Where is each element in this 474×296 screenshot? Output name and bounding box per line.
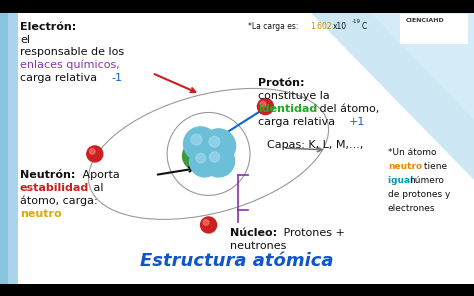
Circle shape — [209, 136, 220, 147]
Circle shape — [210, 152, 219, 162]
Text: carga relativa: carga relativa — [20, 73, 100, 83]
Circle shape — [201, 217, 217, 233]
Circle shape — [87, 146, 103, 162]
Text: enlaces químicos,: enlaces químicos, — [20, 60, 120, 70]
Text: el: el — [20, 35, 30, 45]
Circle shape — [201, 129, 236, 163]
Bar — [400, 14, 468, 44]
Text: CIENCIAHD: CIENCIAHD — [406, 18, 445, 23]
Circle shape — [257, 99, 273, 115]
Circle shape — [203, 220, 209, 225]
Circle shape — [260, 101, 266, 107]
Circle shape — [196, 153, 206, 163]
Text: neutrones: neutrones — [230, 241, 286, 251]
Text: C: C — [362, 22, 367, 31]
Text: -19: -19 — [352, 19, 361, 24]
Bar — [0, 284, 474, 296]
Text: Neutrón:: Neutrón: — [20, 170, 75, 180]
Circle shape — [191, 134, 202, 145]
Text: de protones y: de protones y — [388, 190, 450, 199]
Text: Núcleo:: Núcleo: — [230, 228, 277, 238]
Text: tiene: tiene — [421, 162, 447, 171]
Circle shape — [183, 127, 218, 161]
Text: neutro: neutro — [388, 162, 422, 171]
Text: átomo, carga:: átomo, carga: — [20, 196, 98, 207]
Text: Protones +: Protones + — [280, 228, 345, 238]
Text: -1: -1 — [111, 73, 122, 83]
Circle shape — [90, 149, 95, 154]
Text: 1.602: 1.602 — [310, 22, 332, 31]
Text: electrones: electrones — [388, 204, 436, 213]
Text: +1: +1 — [349, 117, 365, 127]
Text: constituye la: constituye la — [258, 91, 330, 101]
Text: identidad: identidad — [258, 104, 317, 114]
Circle shape — [202, 148, 211, 157]
Text: *La carga es:: *La carga es: — [248, 22, 301, 31]
Text: Estructura atómica: Estructura atómica — [140, 252, 334, 270]
Text: Protón:: Protón: — [258, 78, 304, 88]
Circle shape — [190, 147, 219, 177]
Text: *Un átomo: *Un átomo — [388, 148, 437, 157]
Circle shape — [189, 148, 198, 157]
Text: Aporta: Aporta — [79, 170, 120, 180]
Text: del átomo,: del átomo, — [316, 104, 379, 114]
Bar — [0, 12, 8, 284]
Text: responsable de los: responsable de los — [20, 47, 124, 57]
Bar — [0, 12, 18, 284]
Circle shape — [197, 142, 225, 170]
Bar — [0, 0, 474, 13]
Text: x10: x10 — [333, 22, 347, 31]
Polygon shape — [370, 12, 474, 120]
Text: neutro: neutro — [20, 209, 62, 219]
Circle shape — [202, 145, 235, 177]
Circle shape — [182, 142, 210, 170]
Text: número: número — [409, 176, 444, 185]
Text: Capas: K, L, M,...,: Capas: K, L, M,..., — [267, 140, 364, 150]
Text: Electrón:: Electrón: — [20, 22, 76, 32]
Polygon shape — [310, 12, 474, 180]
Text: al: al — [90, 183, 103, 193]
Text: igual: igual — [388, 176, 416, 185]
Text: carga relativa: carga relativa — [258, 117, 338, 127]
Text: estabilidad: estabilidad — [20, 183, 89, 193]
